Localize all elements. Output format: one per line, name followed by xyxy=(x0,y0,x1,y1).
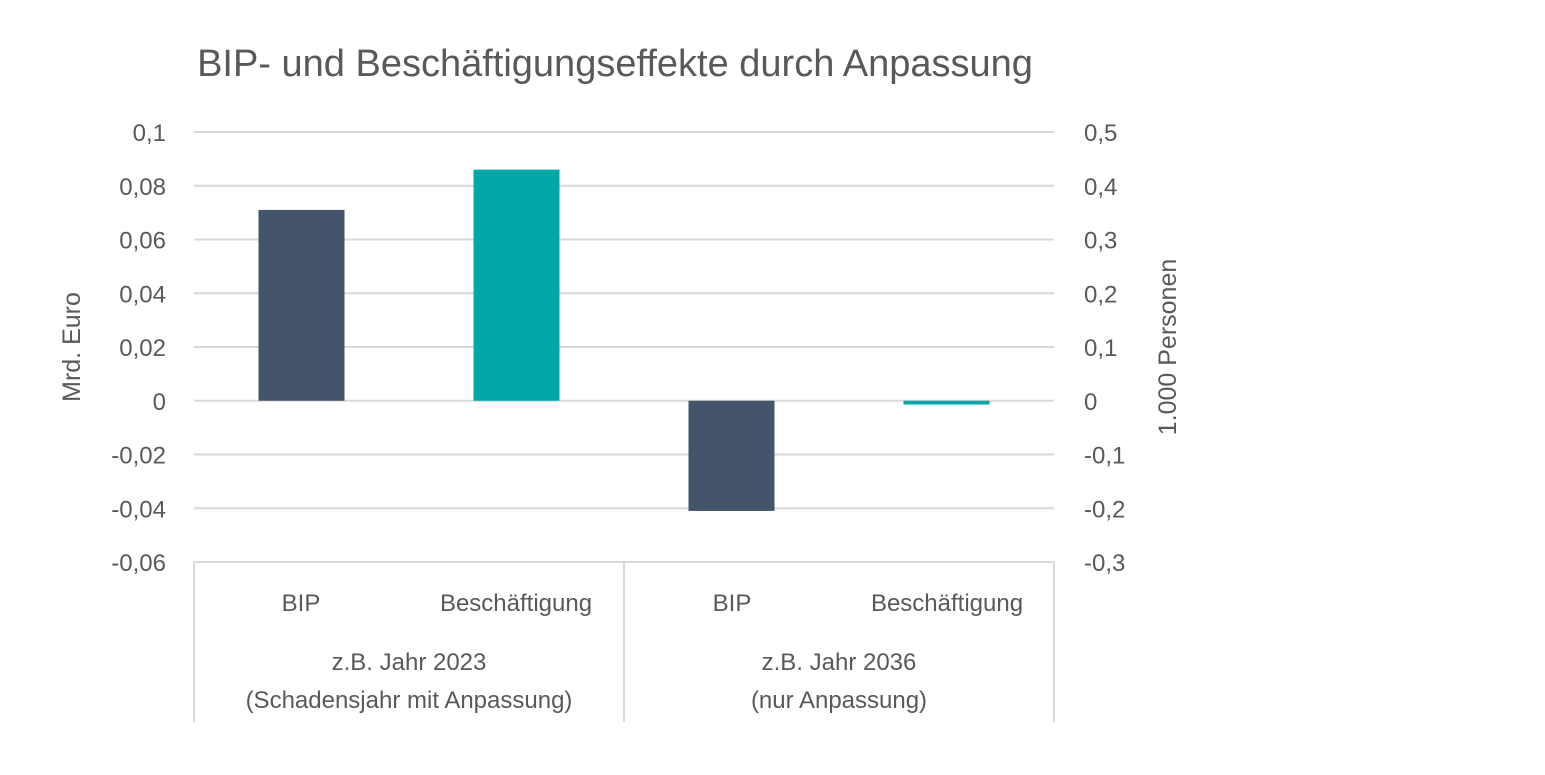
category-label: BIP xyxy=(713,590,752,617)
left-tick-label: 0,08 xyxy=(119,174,166,201)
left-tick-label: -0,02 xyxy=(111,443,166,470)
right-axis-title: 1.000 Personen xyxy=(1154,259,1182,436)
bar-bip xyxy=(688,400,775,511)
category-label: Beschäftigung xyxy=(871,590,1023,617)
left-tick-label: 0,06 xyxy=(119,228,166,255)
category-label: Beschäftigung xyxy=(440,590,592,617)
left-tick-label: 0,1 xyxy=(133,120,166,147)
group-label: z.B. Jahr 2023 xyxy=(332,649,487,676)
left-tick-label: -0,04 xyxy=(111,496,166,523)
right-tick-label: -0,3 xyxy=(1084,550,1125,577)
right-tick-label: 0 xyxy=(1084,389,1097,416)
left-tick-label: 0 xyxy=(153,389,166,416)
left-tick-label: -0,06 xyxy=(111,550,166,577)
bars xyxy=(258,169,990,511)
right-tick-label: 0,2 xyxy=(1084,281,1117,308)
group-sublabel: (Schadensjahr mit Anpassung) xyxy=(246,687,573,714)
group-label: z.B. Jahr 2036 xyxy=(762,649,917,676)
right-tick-label: 0,5 xyxy=(1084,120,1117,147)
right-tick-label: -0,1 xyxy=(1084,443,1125,470)
right-tick-label: 0,4 xyxy=(1084,174,1117,201)
left-axis-title: Mrd. Euro xyxy=(58,292,86,402)
right-axis-ticks: 0,5 0,4 0,3 0,2 0,1 0 -0,1 -0,2 -0,3 xyxy=(1084,120,1125,577)
bar-bip xyxy=(258,209,345,401)
group-sublabel: (nur Anpassung) xyxy=(751,687,927,714)
bar-beschaeftigung xyxy=(903,400,990,405)
chart-title: BIP- und Beschäftigungseffekte durch Anp… xyxy=(197,43,1033,85)
right-tick-label: 0,1 xyxy=(1084,335,1117,362)
category-label: BIP xyxy=(282,590,321,617)
left-tick-label: 0,02 xyxy=(119,335,166,362)
right-tick-label: 0,3 xyxy=(1084,228,1117,255)
right-tick-label: -0,2 xyxy=(1084,496,1125,523)
left-tick-label: 0,04 xyxy=(119,281,166,308)
left-axis-ticks: 0,1 0,08 0,06 0,04 0,02 0 -0,02 -0,04 -0,06 xyxy=(111,120,166,577)
bar-beschaeftigung xyxy=(473,169,560,401)
category-axis: BIP Beschäftigung BIP Beschäftigung z.B.… xyxy=(193,561,1055,722)
